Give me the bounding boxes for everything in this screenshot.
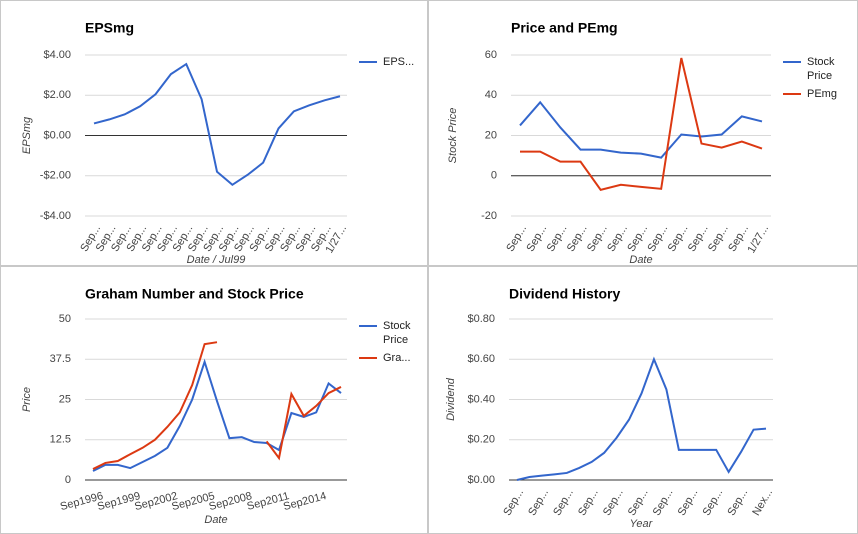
data-line: [93, 62, 341, 187]
y-tick-label: 12.5: [50, 434, 71, 446]
y-tick-label: $4.00: [43, 49, 71, 61]
legend-swatch: [783, 93, 801, 95]
x-tick-label: Sep...: [626, 487, 651, 518]
x-tick-label: Sep...: [551, 487, 576, 518]
legend-item: Gra...: [359, 351, 423, 365]
y-tick-label: $0.00: [467, 474, 495, 486]
x-tick-label: Sep2014: [282, 490, 328, 513]
y-tick-label: -$4.00: [40, 210, 71, 222]
chart-panel: Price and PEmg Stock Price Date 60 40 20 0 -20 S…: [428, 0, 858, 266]
x-tick-label: Sep...: [701, 487, 726, 518]
chart-title: Dividend History: [509, 286, 620, 302]
legend-swatch: [359, 325, 377, 327]
y-tick-label: $2.00: [43, 89, 71, 101]
y-axis-title: Stock Price: [447, 108, 459, 164]
data-line: [516, 356, 767, 481]
chart-title: Price and PEmg: [511, 20, 618, 36]
x-axis-title: Date: [204, 514, 227, 526]
legend-label: PEmg: [807, 88, 837, 100]
legend-swatch: [783, 61, 801, 63]
y-tick-label: -$2.00: [40, 170, 71, 182]
data-line: [519, 100, 763, 159]
legend-label: EPS...: [383, 56, 415, 68]
x-tick-label: Sep...: [601, 487, 626, 518]
legend: Stock Price PEmg: [783, 55, 847, 105]
x-tick-label: Nex...: [750, 487, 775, 518]
legend-item: Stock Price: [783, 55, 847, 83]
chart-panel: Graham Number and Stock Price Price Date 50…: [0, 266, 428, 534]
legend-item: Stock Price: [359, 319, 423, 347]
data-line: [92, 341, 342, 470]
x-tick-label: 1/27...: [745, 223, 771, 255]
legend-swatch: [359, 61, 377, 63]
y-tick-label: 0: [65, 474, 71, 486]
legend: EPS...: [359, 55, 423, 73]
y-tick-label: 40: [485, 89, 497, 101]
chart: Dividend History Dividend Year $0.80 $0.60 $0…: [445, 286, 775, 530]
legend-item: EPS...: [359, 55, 423, 69]
y-tick-label: 50: [59, 313, 71, 325]
y-axis-title: EPSmg: [21, 116, 33, 154]
x-axis-title: Year: [630, 518, 654, 530]
y-tick-label: $0.80: [467, 313, 495, 325]
x-tick-label: Sep...: [526, 487, 551, 518]
x-axis-title: Date: [629, 254, 652, 265]
legend-swatch: [359, 357, 377, 359]
legend-label: Stock Price: [807, 56, 835, 82]
y-axis-title: Price: [21, 387, 33, 412]
y-tick-label: 0: [491, 170, 497, 182]
chart-panel: Dividend History Dividend Year $0.80 $0.60 $0…: [428, 266, 858, 534]
y-tick-label: 25: [59, 393, 71, 405]
y-tick-label: $0.40: [467, 393, 495, 405]
y-tick-label: $0.20: [467, 434, 495, 446]
chart: Graham Number and Stock Price Price Date 50…: [21, 286, 347, 526]
y-axis-title: Dividend: [445, 377, 457, 421]
y-tick-label: $0.00: [43, 129, 71, 141]
x-tick-label: Sep...: [501, 487, 526, 518]
chart-title: EPSmg: [85, 20, 134, 36]
y-tick-label: 20: [485, 129, 497, 141]
chart-panel: EPSmg EPSmg Date / Jul99 $4.00 $2.00 $0.00 -$2…: [0, 0, 428, 266]
x-tick-label: Sep...: [725, 487, 750, 518]
legend-label: Stock Price: [383, 320, 411, 346]
legend-label: Gra...: [383, 352, 411, 364]
data-line: [520, 57, 763, 191]
chart-title: Graham Number and Stock Price: [85, 286, 304, 302]
y-tick-label: $0.60: [467, 353, 495, 365]
chart: EPSmg EPSmg Date / Jul99 $4.00 $2.00 $0.00 -$2…: [21, 20, 349, 265]
legend: Stock Price Gra...: [359, 319, 423, 369]
y-tick-label: 37.5: [50, 353, 71, 365]
y-tick-label: 60: [485, 49, 497, 61]
data-line: [92, 358, 342, 472]
x-tick-label: Sep...: [576, 487, 601, 518]
y-tick-label: -20: [481, 210, 497, 222]
legend-item: PEmg: [783, 87, 847, 101]
x-tick-label: Sep...: [651, 487, 676, 518]
x-tick-label: Sep...: [676, 487, 701, 518]
x-axis-title: Date / Jul99: [187, 254, 246, 265]
